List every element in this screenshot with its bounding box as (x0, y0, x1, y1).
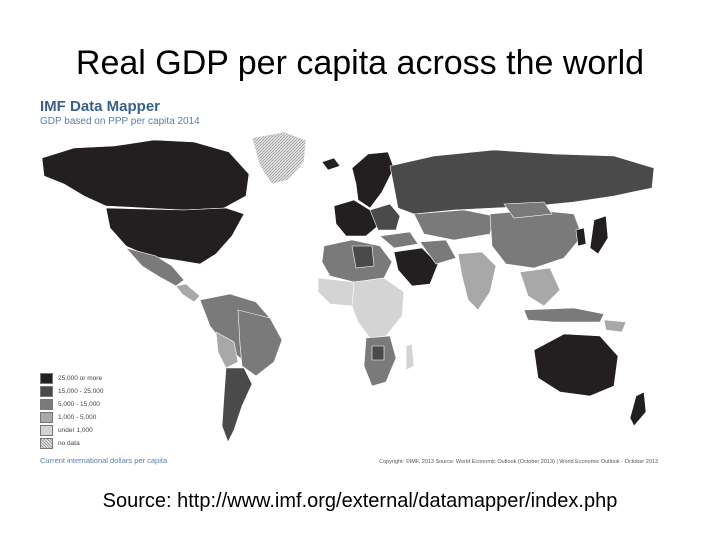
region-usa (105, 207, 245, 265)
region-botswana (371, 345, 385, 361)
region-central-america (175, 283, 201, 303)
legend-label: under 1,000 (58, 426, 93, 434)
legend-label: no data (58, 439, 80, 447)
region-central-africa (351, 277, 405, 339)
legend-swatch (40, 424, 53, 436)
legend-swatch (40, 398, 53, 410)
legend-swatch (40, 411, 53, 423)
region-libya (351, 245, 375, 269)
region-scandinavia (351, 151, 395, 209)
region-southern-cone (221, 367, 253, 443)
legend-swatch (40, 385, 53, 397)
region-andes (215, 331, 239, 369)
legend-item: 5,000 - 15,000 (40, 398, 104, 410)
legend-label: 15,000 - 25,000 (58, 387, 104, 395)
region-greenland (251, 131, 307, 185)
slide-title: Real GDP per capita across the world (75, 44, 645, 82)
region-korea (575, 227, 587, 247)
region-mongolia (503, 201, 553, 219)
map-copyright: Copyright: ©IMF, 2013 Source: World Econ… (379, 459, 658, 465)
world-map (41, 131, 655, 443)
region-australia (533, 333, 619, 397)
region-japan (589, 215, 609, 255)
region-china (489, 209, 583, 269)
region-iceland (321, 157, 341, 171)
region-central-asia (413, 209, 495, 241)
legend-swatch-hatched (40, 437, 53, 449)
legend-label: 5,000 - 15,000 (58, 400, 100, 408)
region-turkey (379, 231, 419, 249)
legend-label: 1,000 - 5,000 (58, 413, 97, 421)
legend-item: under 1,000 (40, 424, 104, 436)
region-canada (41, 139, 250, 211)
region-new-zealand (629, 391, 647, 427)
legend-item: 1,000 - 5,000 (40, 411, 104, 423)
region-mexico (125, 247, 185, 287)
region-iran (419, 239, 457, 265)
legend-swatch (40, 372, 53, 384)
legend-item: 25,000 or more (40, 372, 104, 384)
region-brazil (237, 309, 283, 377)
region-arabia (393, 247, 439, 287)
legend-item: 15,000 - 25,000 (40, 385, 104, 397)
region-southern-africa (363, 335, 397, 387)
region-indonesia (523, 307, 605, 323)
region-south-asia (457, 251, 497, 311)
region-madagascar (405, 343, 415, 371)
region-southeast-asia (519, 267, 561, 307)
map-panel: IMF Data Mapper GDP based on PPP per cap… (34, 96, 664, 468)
region-png (603, 319, 627, 333)
legend-item: no data (40, 437, 104, 449)
legend-label: 25,000 or more (58, 374, 103, 382)
legend-units: Current international dollars per capita (40, 456, 168, 465)
map-legend: 25,000 or more 15,000 - 25,000 5,000 - 1… (40, 372, 104, 450)
map-subtitle: GDP based on PPP per capita 2014 (40, 116, 200, 127)
region-eastern-europe (369, 203, 401, 231)
region-western-europe (333, 199, 379, 237)
map-title: IMF Data Mapper (40, 98, 161, 115)
source-citation: Source: http://www.imf.org/external/data… (102, 490, 618, 512)
